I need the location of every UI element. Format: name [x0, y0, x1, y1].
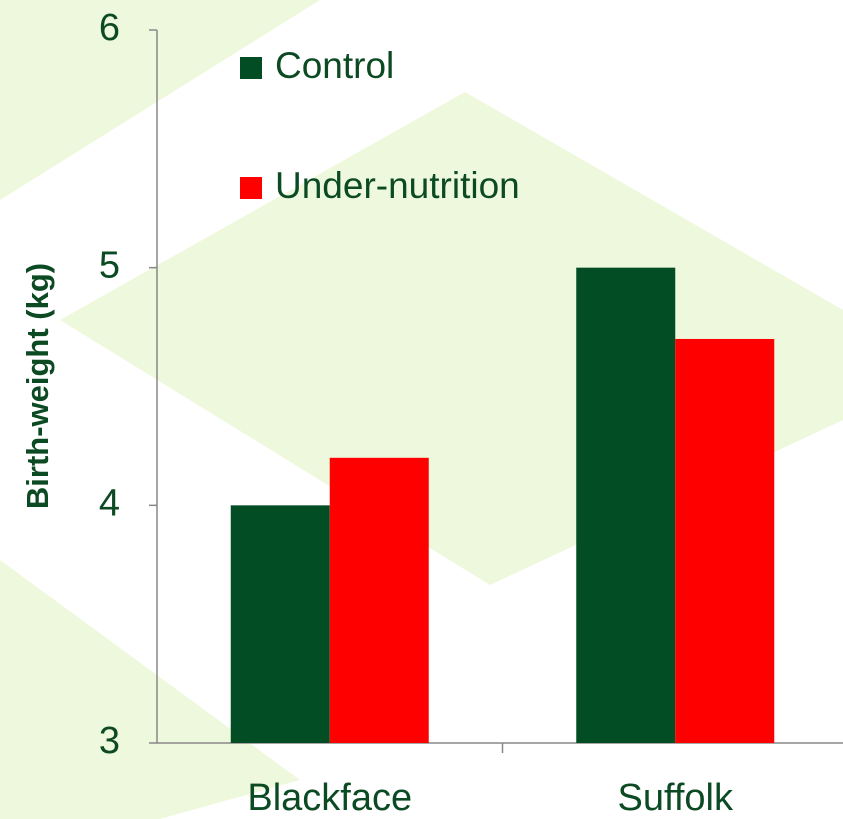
bar: [230, 505, 330, 743]
legend-label: Control: [275, 45, 394, 86]
y-tick-label: 6: [99, 7, 120, 49]
bar: [576, 267, 676, 743]
x-tick-label: Blackface: [247, 777, 412, 819]
y-axis-label: Birth-weight (kg): [20, 263, 55, 509]
bar: [675, 338, 775, 743]
y-tick-label: 3: [99, 720, 120, 762]
legend-swatch: [240, 57, 262, 79]
y-tick-label: 4: [99, 482, 120, 524]
legend-label: Under-nutrition: [275, 165, 520, 206]
x-tick-label: Suffolk: [618, 777, 734, 819]
bar: [329, 457, 429, 743]
legend-swatch: [240, 177, 262, 199]
y-tick-label: 5: [99, 245, 120, 287]
